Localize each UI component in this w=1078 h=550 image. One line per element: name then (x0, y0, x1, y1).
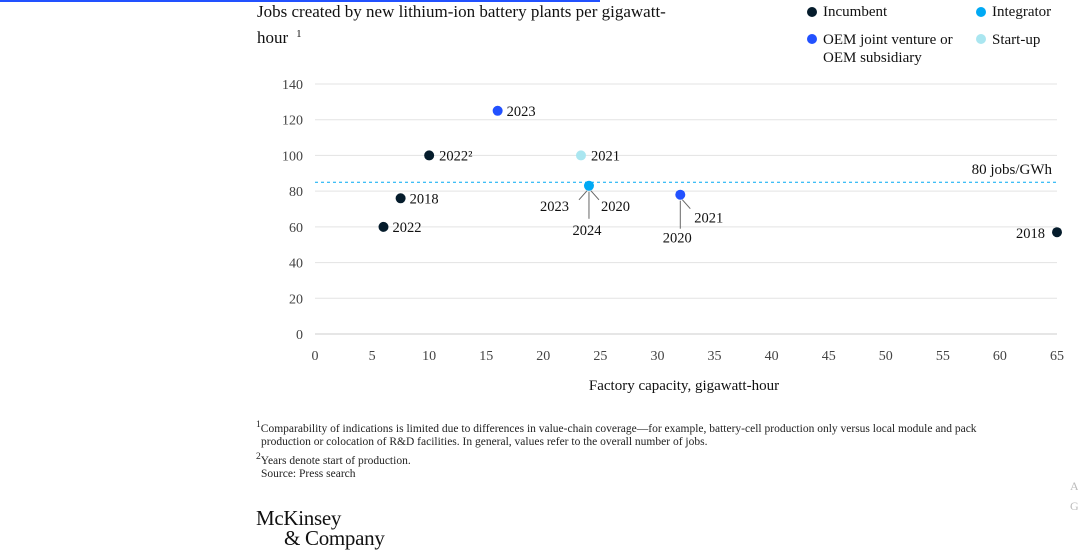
x-tick-label-40: 40 (765, 349, 779, 364)
legend-dot-startup (976, 34, 986, 44)
data-point-5 (575, 150, 586, 161)
data-point-6 (583, 180, 594, 191)
x-axis-label: Factory capacity, gigawatt-hour (589, 378, 779, 394)
y-tick-label-80: 80 (289, 185, 303, 200)
x-tick-label-20: 20 (536, 349, 550, 364)
data-label-2: 2018 (410, 191, 439, 207)
logo-line-2: & Company (284, 526, 385, 550)
data-label-5: 2021 (591, 148, 620, 164)
x-tick-label-35: 35 (708, 349, 722, 364)
data-label-8: 2018 (1016, 226, 1045, 242)
legend-label-incumbent: Incumbent (823, 4, 888, 20)
x-tick-label-50: 50 (879, 349, 893, 364)
title-footnote-mark: 1 (296, 28, 302, 40)
y-tick-label-120: 120 (282, 114, 303, 129)
x-tick-label-5: 5 (369, 349, 376, 364)
data-label-7-2: 2020 (663, 231, 692, 247)
footnote-1-text: Comparability of indications is limited … (260, 422, 977, 435)
footnote-2-text: Years denote start of production. (260, 454, 411, 467)
x-tick-label-65: 65 (1050, 349, 1064, 364)
edge-glyph-b: G (1070, 499, 1078, 513)
x-tick-label-30: 30 (650, 349, 664, 364)
leader-line-oem-2021 (681, 199, 691, 210)
leader-line-integrator-2020 (590, 190, 600, 201)
data-point-3 (424, 150, 435, 161)
footnote-2-mark: 2 (256, 451, 261, 463)
data-point-4 (492, 105, 503, 116)
footnote-1-cont: production or colocation of R&D faciliti… (256, 436, 1056, 450)
data-label-6-2: 2020 (601, 199, 630, 215)
legend-label-startup: Start-up (992, 32, 1041, 48)
data-label-6-3: 2024 (572, 223, 602, 239)
y-tick-label-140: 140 (282, 78, 303, 93)
data-point-7 (675, 189, 686, 200)
footnotes: 1Comparability of indications is limited… (256, 418, 1056, 482)
data-label-3: 2022² (439, 148, 473, 164)
legend-dot-oem (807, 34, 817, 44)
source-note-text: Source: Press search (261, 468, 356, 481)
top-accent-line (0, 0, 600, 2)
x-tick-label-15: 15 (479, 349, 493, 364)
x-tick-label-10: 10 (422, 349, 436, 364)
x-tick-label-60: 60 (993, 349, 1007, 364)
data-label-6-1: 2023 (540, 199, 569, 215)
y-tick-label-40: 40 (289, 257, 303, 272)
source-note: Source: Press search (256, 468, 1056, 482)
legend-label-oem: OEM joint venture or OEM subsidiary (823, 32, 953, 66)
data-label-7-1: 2021 (694, 211, 723, 227)
reference-line-label: 80 jobs/GWh (972, 162, 1053, 178)
y-tick-label-60: 60 (289, 221, 303, 236)
edge-glyph-a: A (1070, 479, 1078, 493)
x-tick-label-45: 45 (822, 349, 836, 364)
legend-dot-incumbent (807, 7, 817, 17)
leader-line-integrator-2023 (578, 190, 588, 201)
chart-title-text: Jobs created by new lithium-ion battery … (257, 2, 666, 47)
footnote-1-mark: 1 (256, 419, 261, 430)
x-tick-label-25: 25 (593, 349, 607, 364)
x-tick-label-0: 0 (312, 349, 319, 364)
data-point-1 (378, 221, 389, 232)
y-tick-label-20: 20 (289, 292, 303, 307)
data-label-1: 2022 (392, 220, 421, 236)
data-label-4: 2023 (507, 104, 536, 120)
footnote-1-cont-text: production or colocation of R&D faciliti… (261, 436, 708, 449)
chart-title: Jobs created by new lithium-ion battery … (257, 1, 677, 49)
mckinsey-logo: McKinsey & Company (256, 506, 385, 550)
legend-dot-integrator (976, 7, 986, 17)
y-tick-label-100: 100 (282, 149, 303, 164)
logo-line-1: McKinsey (256, 506, 342, 530)
y-tick-label-0: 0 (296, 328, 303, 343)
x-tick-label-55: 55 (936, 349, 950, 364)
data-point-2 (395, 193, 406, 204)
data-point-8 (1052, 227, 1062, 238)
legend-label-integrator: Integrator (992, 4, 1052, 20)
footnote-2: 2Years denote start of production. (256, 450, 1056, 468)
footnote-1: 1Comparability of indications is limited… (256, 418, 1056, 436)
